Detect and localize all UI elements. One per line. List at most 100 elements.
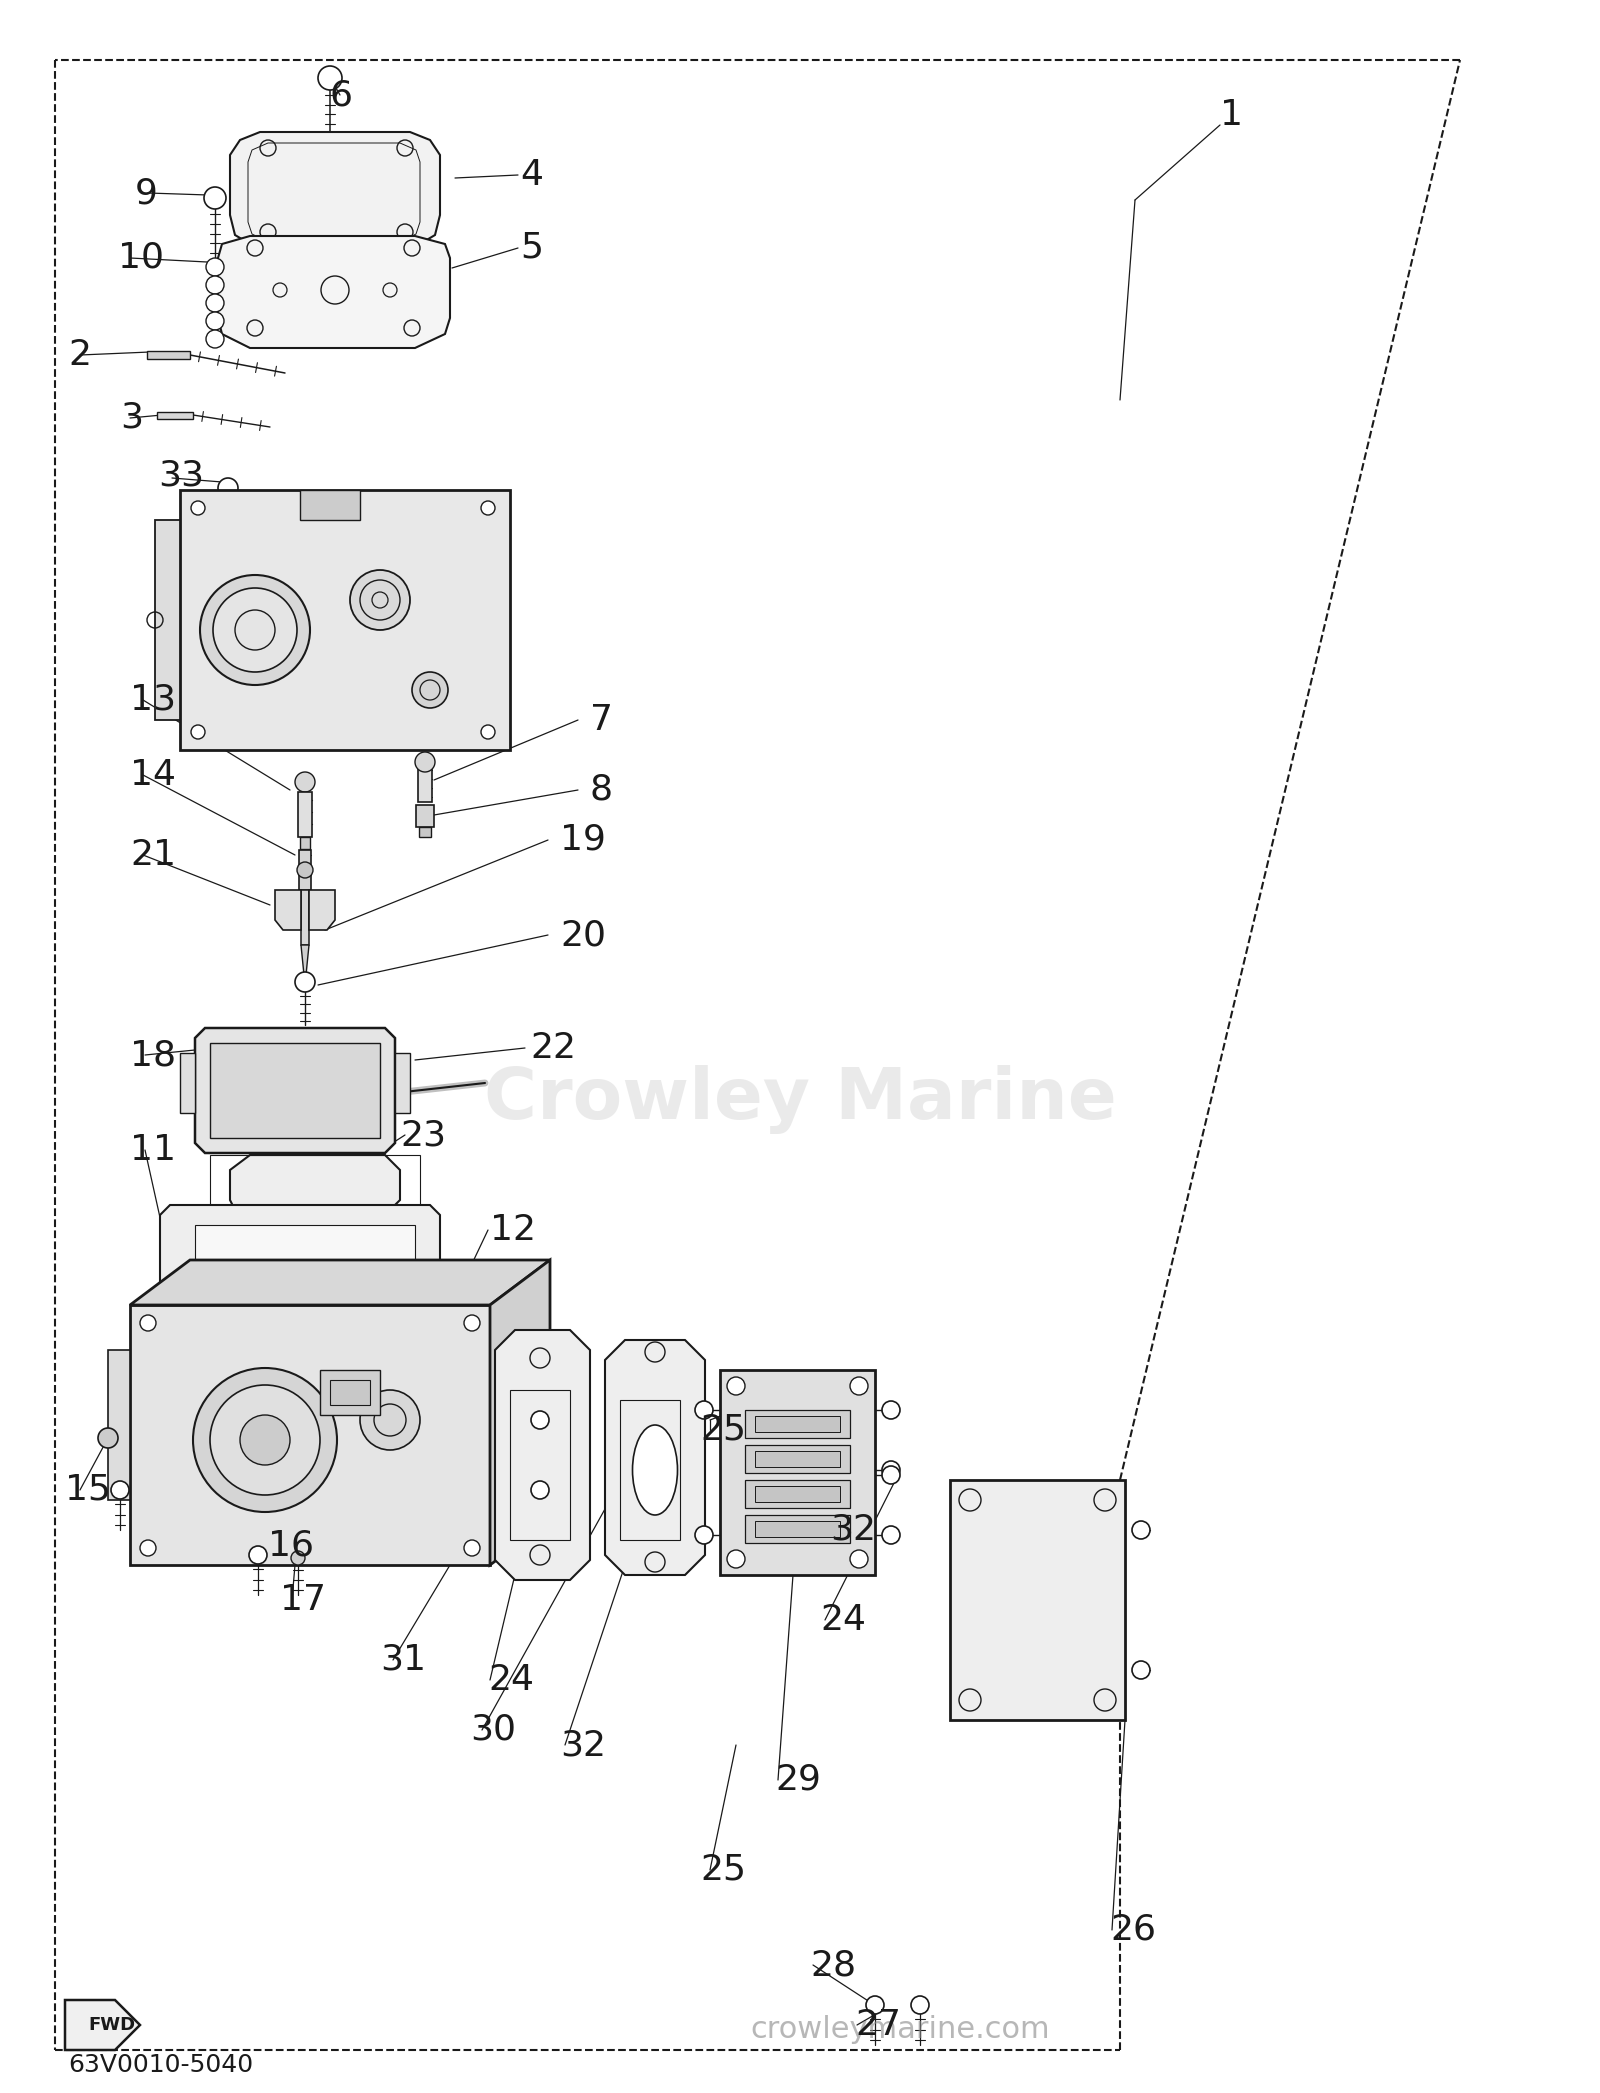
Text: 10: 10 bbox=[118, 241, 165, 274]
Text: 14: 14 bbox=[130, 758, 176, 791]
Circle shape bbox=[141, 1314, 157, 1331]
Polygon shape bbox=[195, 1028, 395, 1153]
Circle shape bbox=[850, 1377, 867, 1396]
Polygon shape bbox=[66, 2001, 141, 2049]
Circle shape bbox=[206, 293, 224, 312]
Text: 24: 24 bbox=[819, 1603, 866, 1637]
Polygon shape bbox=[230, 1155, 400, 1224]
Bar bbox=[195, 1224, 414, 1275]
Circle shape bbox=[726, 1551, 746, 1568]
Text: crowleymarine.com: crowleymarine.com bbox=[750, 2016, 1050, 2045]
Text: 15: 15 bbox=[66, 1473, 110, 1507]
Circle shape bbox=[294, 971, 315, 992]
Text: 27: 27 bbox=[854, 2007, 901, 2043]
Circle shape bbox=[205, 186, 226, 209]
Circle shape bbox=[482, 500, 494, 515]
Bar bbox=[330, 1379, 370, 1404]
Circle shape bbox=[882, 1461, 899, 1480]
Polygon shape bbox=[218, 237, 450, 347]
Circle shape bbox=[206, 331, 224, 347]
Circle shape bbox=[413, 672, 448, 707]
Text: FWD: FWD bbox=[88, 2016, 134, 2034]
Circle shape bbox=[464, 1540, 480, 1555]
Text: 21: 21 bbox=[130, 837, 176, 873]
Bar bbox=[418, 762, 432, 802]
Text: 19: 19 bbox=[560, 823, 606, 856]
Circle shape bbox=[464, 1314, 480, 1331]
Text: 29: 29 bbox=[774, 1762, 821, 1798]
Circle shape bbox=[482, 724, 494, 739]
Bar bbox=[621, 1400, 680, 1540]
Polygon shape bbox=[301, 946, 309, 975]
Bar bbox=[210, 1042, 381, 1139]
Text: 17: 17 bbox=[280, 1582, 326, 1618]
Polygon shape bbox=[309, 890, 334, 929]
Bar bbox=[746, 1444, 850, 1473]
Circle shape bbox=[206, 312, 224, 331]
Circle shape bbox=[213, 588, 298, 672]
Text: 28: 28 bbox=[810, 1949, 856, 1982]
Circle shape bbox=[866, 1997, 883, 2013]
Text: 31: 31 bbox=[381, 1643, 426, 1676]
Text: 32: 32 bbox=[560, 1729, 606, 1762]
Bar bbox=[720, 1371, 875, 1576]
Bar bbox=[416, 806, 434, 827]
Bar bbox=[130, 1306, 490, 1566]
Ellipse shape bbox=[632, 1425, 677, 1515]
Bar bbox=[299, 850, 310, 890]
Circle shape bbox=[298, 862, 314, 877]
Bar bbox=[510, 1390, 570, 1540]
Circle shape bbox=[291, 1551, 306, 1566]
Polygon shape bbox=[147, 352, 190, 360]
Text: 12: 12 bbox=[490, 1214, 536, 1247]
Text: 22: 22 bbox=[530, 1032, 576, 1065]
Text: 25: 25 bbox=[701, 1413, 746, 1446]
Circle shape bbox=[190, 724, 205, 739]
Polygon shape bbox=[130, 1260, 550, 1306]
Text: 4: 4 bbox=[520, 157, 542, 193]
Circle shape bbox=[882, 1526, 899, 1545]
Circle shape bbox=[1133, 1522, 1150, 1538]
Polygon shape bbox=[494, 1329, 590, 1580]
Bar bbox=[210, 1155, 419, 1224]
Circle shape bbox=[694, 1526, 714, 1545]
Circle shape bbox=[141, 1540, 157, 1555]
Text: 3: 3 bbox=[120, 402, 142, 435]
Text: 32: 32 bbox=[830, 1513, 877, 1547]
Text: 5: 5 bbox=[520, 230, 542, 266]
Bar bbox=[395, 1053, 410, 1113]
Bar bbox=[109, 1350, 130, 1501]
Polygon shape bbox=[490, 1260, 550, 1566]
Text: 23: 23 bbox=[400, 1118, 446, 1151]
Circle shape bbox=[218, 477, 238, 498]
Circle shape bbox=[206, 276, 224, 293]
Bar bbox=[301, 890, 309, 946]
Circle shape bbox=[206, 257, 224, 276]
Circle shape bbox=[294, 772, 315, 791]
Bar bbox=[746, 1480, 850, 1507]
Text: 8: 8 bbox=[590, 772, 613, 808]
Circle shape bbox=[360, 1390, 419, 1450]
Text: 30: 30 bbox=[470, 1712, 515, 1748]
Text: 63V0010-5040: 63V0010-5040 bbox=[67, 2053, 253, 2076]
Bar bbox=[746, 1411, 850, 1438]
Bar bbox=[320, 1371, 381, 1415]
Bar bbox=[298, 791, 312, 837]
Text: 9: 9 bbox=[134, 176, 158, 209]
Circle shape bbox=[850, 1551, 867, 1568]
Text: 33: 33 bbox=[158, 458, 205, 492]
Circle shape bbox=[531, 1411, 549, 1430]
Bar bbox=[755, 1486, 840, 1503]
Circle shape bbox=[110, 1482, 130, 1499]
Circle shape bbox=[240, 1415, 290, 1465]
Circle shape bbox=[414, 751, 435, 772]
Circle shape bbox=[1133, 1662, 1150, 1679]
Polygon shape bbox=[230, 132, 440, 249]
Circle shape bbox=[350, 569, 410, 630]
Polygon shape bbox=[160, 1206, 440, 1296]
Bar bbox=[155, 519, 179, 720]
Text: 20: 20 bbox=[560, 919, 606, 952]
Bar bbox=[755, 1417, 840, 1432]
Circle shape bbox=[910, 1997, 930, 2013]
Text: 7: 7 bbox=[590, 703, 613, 737]
